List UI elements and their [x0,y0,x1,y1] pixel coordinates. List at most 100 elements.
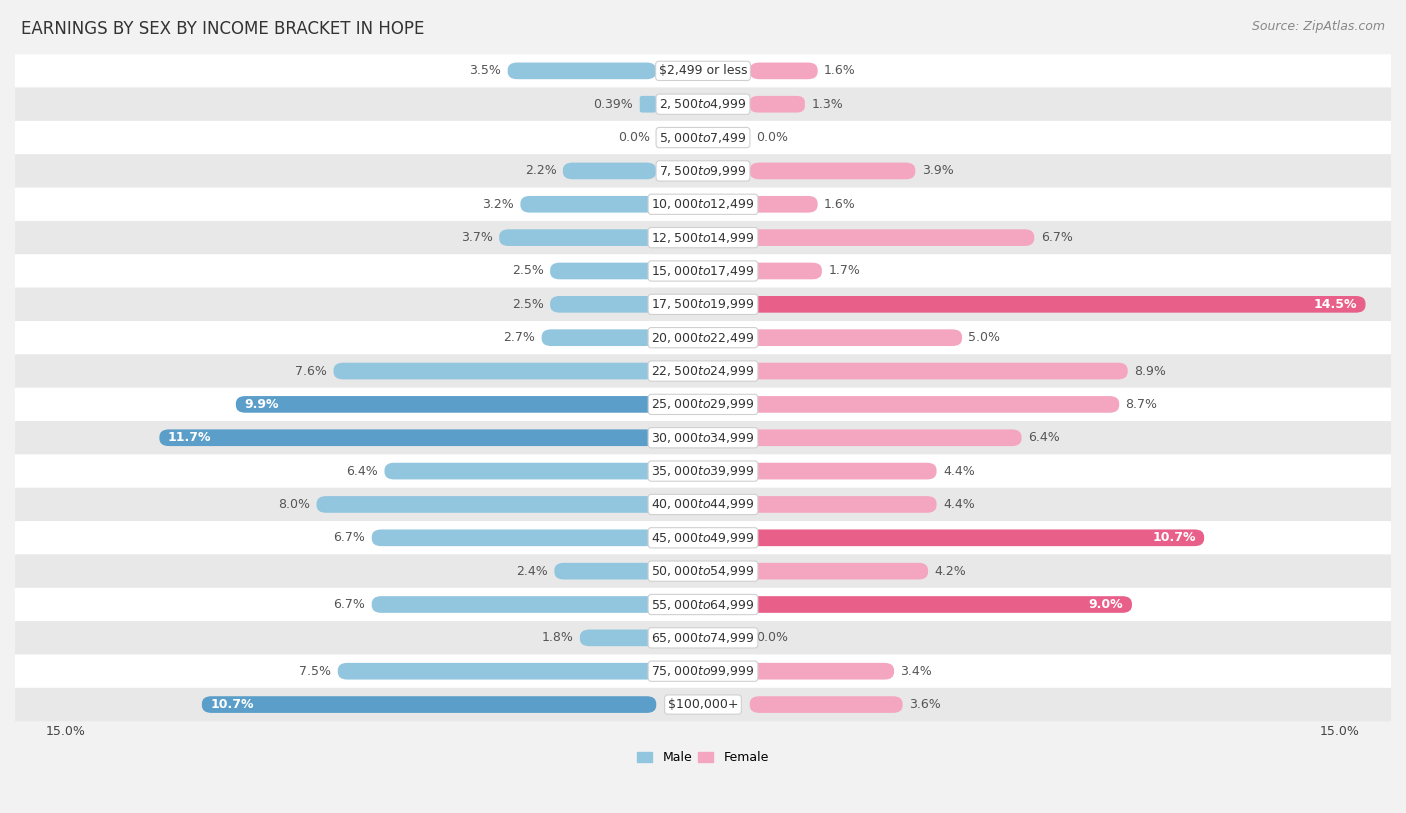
FancyBboxPatch shape [749,263,823,280]
Text: $30,000 to $34,999: $30,000 to $34,999 [651,431,755,445]
FancyBboxPatch shape [749,63,818,79]
Text: 7.5%: 7.5% [299,665,332,678]
FancyBboxPatch shape [3,421,1403,454]
Text: 1.6%: 1.6% [824,64,856,77]
Text: 0.0%: 0.0% [756,131,789,144]
Text: 6.7%: 6.7% [333,598,366,611]
FancyBboxPatch shape [202,696,657,713]
Text: 8.0%: 8.0% [278,498,311,511]
FancyBboxPatch shape [749,363,1128,380]
Text: $100,000+: $100,000+ [668,698,738,711]
Text: $40,000 to $44,999: $40,000 to $44,999 [651,498,755,511]
FancyBboxPatch shape [3,488,1403,521]
Text: $2,499 or less: $2,499 or less [659,64,747,77]
FancyBboxPatch shape [316,496,657,513]
Text: $10,000 to $12,499: $10,000 to $12,499 [651,198,755,211]
FancyBboxPatch shape [749,229,1035,246]
Text: 6.7%: 6.7% [333,532,366,544]
FancyBboxPatch shape [749,196,818,213]
FancyBboxPatch shape [749,296,1365,313]
Text: $20,000 to $22,499: $20,000 to $22,499 [651,331,755,345]
Text: 6.4%: 6.4% [346,464,378,477]
Text: $12,500 to $14,999: $12,500 to $14,999 [651,231,755,245]
FancyBboxPatch shape [749,329,962,346]
Text: 2.7%: 2.7% [503,331,536,344]
Text: 0.39%: 0.39% [593,98,633,111]
FancyBboxPatch shape [3,688,1403,721]
FancyBboxPatch shape [562,163,657,179]
FancyBboxPatch shape [3,188,1403,221]
FancyBboxPatch shape [749,96,804,112]
FancyBboxPatch shape [159,429,657,446]
Text: 3.9%: 3.9% [922,164,953,177]
Text: 7.6%: 7.6% [295,364,328,377]
Text: $35,000 to $39,999: $35,000 to $39,999 [651,464,755,478]
Text: 11.7%: 11.7% [167,431,211,444]
FancyBboxPatch shape [3,454,1403,488]
FancyBboxPatch shape [384,463,657,480]
Text: $45,000 to $49,999: $45,000 to $49,999 [651,531,755,545]
Text: 0.0%: 0.0% [617,131,650,144]
Text: 1.3%: 1.3% [811,98,844,111]
FancyBboxPatch shape [236,396,657,413]
Text: $17,500 to $19,999: $17,500 to $19,999 [651,298,755,311]
FancyBboxPatch shape [749,463,936,480]
Text: 4.4%: 4.4% [943,498,974,511]
FancyBboxPatch shape [640,96,657,112]
Text: 10.7%: 10.7% [211,698,254,711]
Text: 15.0%: 15.0% [1320,725,1360,738]
Text: 9.9%: 9.9% [245,398,278,411]
FancyBboxPatch shape [749,596,1132,613]
Text: 3.2%: 3.2% [482,198,515,211]
FancyBboxPatch shape [520,196,657,213]
FancyBboxPatch shape [3,54,1403,88]
Text: 9.0%: 9.0% [1088,598,1123,611]
FancyBboxPatch shape [749,529,1204,546]
Text: 4.2%: 4.2% [935,565,966,578]
FancyBboxPatch shape [749,429,1022,446]
FancyBboxPatch shape [749,396,1119,413]
Text: $7,500 to $9,999: $7,500 to $9,999 [659,164,747,178]
FancyBboxPatch shape [3,388,1403,421]
Text: 14.5%: 14.5% [1313,298,1357,311]
FancyBboxPatch shape [749,663,894,680]
Text: 2.2%: 2.2% [524,164,557,177]
FancyBboxPatch shape [749,163,915,179]
Text: $5,000 to $7,499: $5,000 to $7,499 [659,131,747,145]
Text: EARNINGS BY SEX BY INCOME BRACKET IN HOPE: EARNINGS BY SEX BY INCOME BRACKET IN HOP… [21,20,425,38]
Text: $75,000 to $99,999: $75,000 to $99,999 [651,664,755,678]
FancyBboxPatch shape [337,663,657,680]
Legend: Male, Female: Male, Female [633,746,773,769]
Text: 2.4%: 2.4% [516,565,548,578]
FancyBboxPatch shape [3,121,1403,154]
Text: 2.5%: 2.5% [512,298,544,311]
Text: $25,000 to $29,999: $25,000 to $29,999 [651,398,755,411]
Text: 4.4%: 4.4% [943,464,974,477]
Text: 6.4%: 6.4% [1028,431,1060,444]
Text: 6.7%: 6.7% [1040,231,1073,244]
FancyBboxPatch shape [749,563,928,580]
FancyBboxPatch shape [3,354,1403,388]
Text: $22,500 to $24,999: $22,500 to $24,999 [651,364,755,378]
Text: 1.8%: 1.8% [541,632,574,645]
FancyBboxPatch shape [371,529,657,546]
FancyBboxPatch shape [3,154,1403,188]
FancyBboxPatch shape [749,496,936,513]
FancyBboxPatch shape [550,263,657,280]
FancyBboxPatch shape [3,654,1403,688]
Text: 15.0%: 15.0% [46,725,86,738]
Text: 10.7%: 10.7% [1152,532,1195,544]
FancyBboxPatch shape [3,221,1403,254]
FancyBboxPatch shape [371,596,657,613]
Text: 3.4%: 3.4% [900,665,932,678]
Text: $65,000 to $74,999: $65,000 to $74,999 [651,631,755,645]
Text: 3.7%: 3.7% [461,231,492,244]
Text: 3.6%: 3.6% [908,698,941,711]
Text: $55,000 to $64,999: $55,000 to $64,999 [651,598,755,611]
FancyBboxPatch shape [508,63,657,79]
FancyBboxPatch shape [3,321,1403,354]
FancyBboxPatch shape [499,229,657,246]
FancyBboxPatch shape [554,563,657,580]
FancyBboxPatch shape [3,288,1403,321]
FancyBboxPatch shape [3,254,1403,288]
